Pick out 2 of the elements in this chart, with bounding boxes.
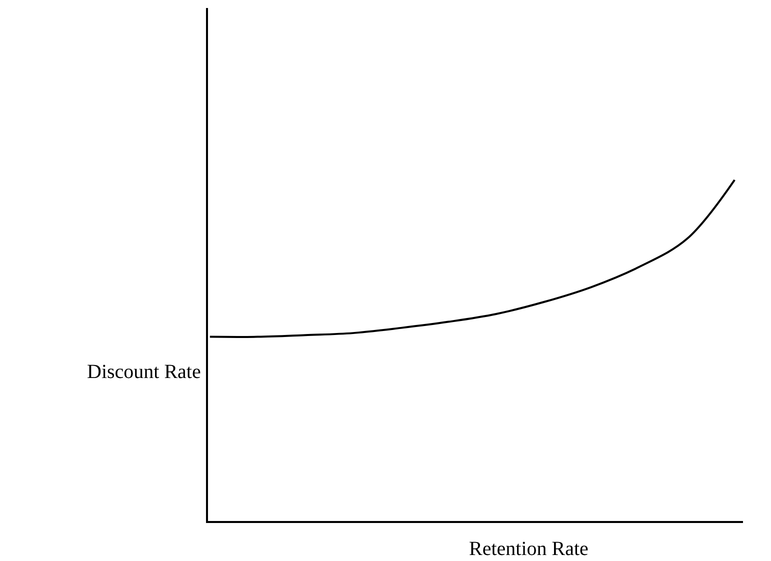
x-axis-title: Retention Rate xyxy=(469,538,589,560)
y-axis-title: Discount Rate xyxy=(87,361,201,383)
